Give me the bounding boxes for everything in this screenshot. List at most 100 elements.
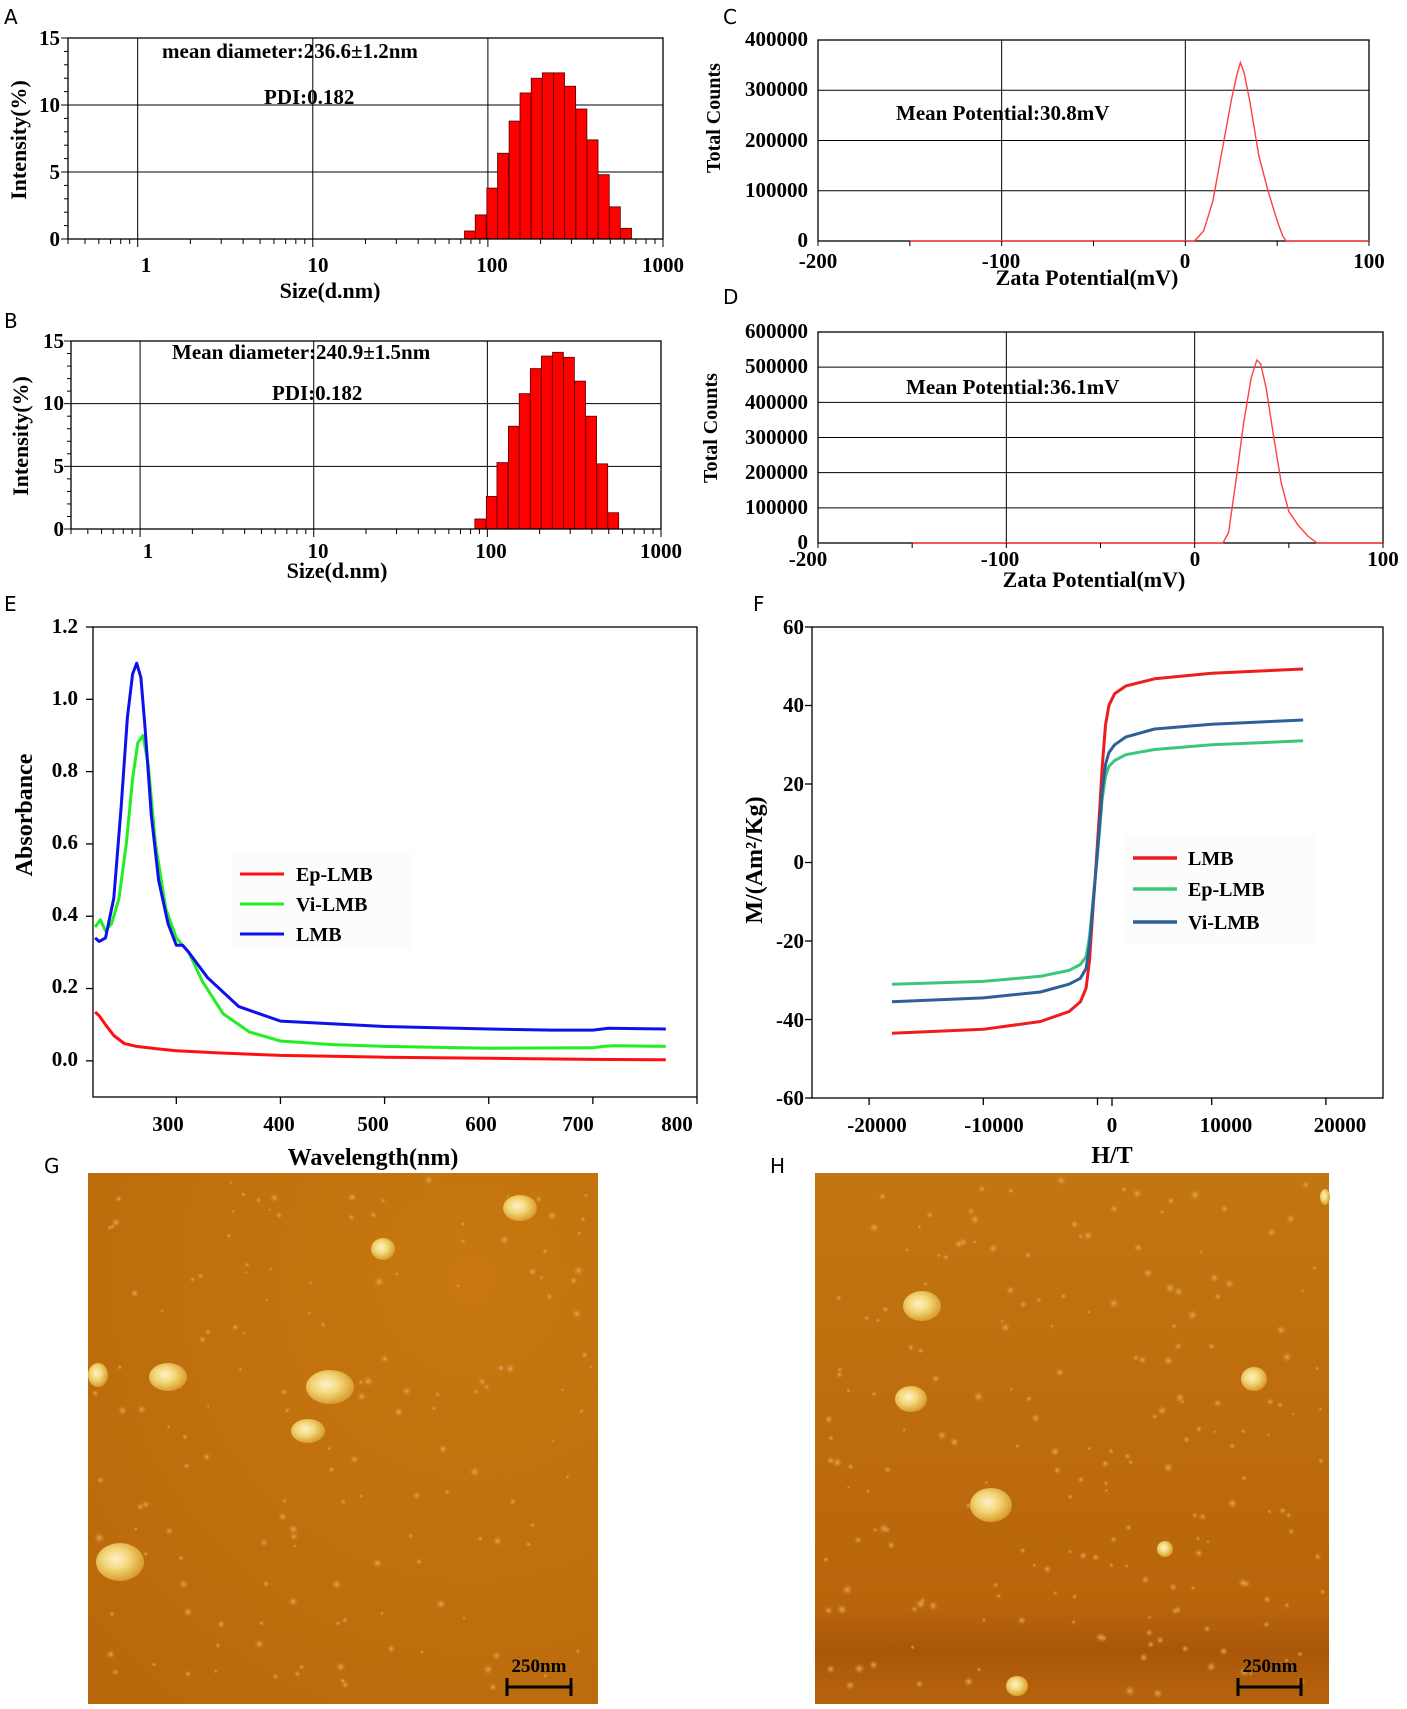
- afm-dot: [871, 1391, 876, 1397]
- afm-dot: [379, 1354, 390, 1364]
- afm-dot: [437, 1443, 449, 1455]
- afm-dot: [111, 1668, 120, 1676]
- afm-small-particles: [822, 1174, 1326, 1699]
- y-tick-label: 0.0: [52, 1047, 78, 1071]
- afm-dot: [228, 1180, 234, 1185]
- afm-dot: [136, 1404, 147, 1415]
- afm-dot: [181, 1433, 189, 1441]
- afm-dot: [1164, 1282, 1176, 1294]
- afm-dot: [1194, 1548, 1204, 1558]
- afm-dot: [1123, 1452, 1132, 1461]
- scale-bar-label: 250nm: [1243, 1656, 1298, 1677]
- afm-dot: [498, 1234, 511, 1246]
- afm-dot: [1296, 1650, 1304, 1658]
- afm-dot: [1124, 1685, 1136, 1697]
- afm-particle: [895, 1386, 927, 1412]
- histogram-bar: [620, 227, 632, 240]
- afm-dot: [96, 1476, 105, 1485]
- afm-dot: [881, 1305, 890, 1314]
- x-axis-label: H/T: [1091, 1143, 1132, 1169]
- afm-dot: [259, 1538, 269, 1548]
- afm-dot: [237, 1367, 244, 1373]
- afm-dot: [823, 1414, 834, 1425]
- afm-dot: [372, 1557, 383, 1569]
- y-tick-label: 40: [783, 693, 804, 717]
- afm-dot: [1287, 1527, 1296, 1536]
- y-axis-label: Total Counts: [700, 373, 722, 483]
- afm-dot: [1069, 1219, 1080, 1230]
- afm-dot: [1107, 1447, 1115, 1455]
- afm-dot: [1094, 1631, 1106, 1643]
- afm-dot: [1086, 1309, 1092, 1315]
- afm-dot: [231, 1322, 240, 1332]
- afm-dot: [976, 1666, 982, 1673]
- afm-dot: [824, 1605, 834, 1616]
- afm-dot: [401, 1385, 413, 1397]
- afm-dot: [1266, 1227, 1277, 1238]
- afm-dot: [461, 1615, 467, 1621]
- afm-dot: [853, 1535, 863, 1545]
- afm-dot: [189, 1276, 196, 1283]
- histogram-bar: [575, 108, 588, 240]
- afm-dot: [836, 1603, 848, 1616]
- annotation-mean-diameter: mean diameter:236.6±1.2nm: [162, 39, 418, 63]
- afm-dot: [1237, 1577, 1249, 1589]
- y-axis-label: Intensity(%): [6, 80, 31, 200]
- afm-dot: [872, 1527, 878, 1533]
- afm-small-particles: [91, 1174, 593, 1692]
- afm-dot: [1262, 1620, 1270, 1629]
- afm-dot: [1162, 1461, 1175, 1474]
- y-tick-label: 20: [783, 772, 804, 796]
- y-tick-label: 15: [43, 329, 64, 353]
- afm-dot: [538, 1274, 545, 1281]
- y-tick-label: 200000: [745, 460, 808, 484]
- afm-dot: [326, 1445, 332, 1452]
- y-axis-label: Absorbance: [12, 753, 38, 876]
- afm-dot: [925, 1210, 934, 1220]
- magnetization-chart-f: -20000 -10000 0 10000 20000 -60 -40 -20 …: [742, 615, 1384, 1169]
- afm-dot: [1076, 1475, 1085, 1484]
- afm-dot: [327, 1465, 336, 1474]
- afm-dot: [1262, 1595, 1272, 1604]
- x-tick-label: 100: [476, 253, 508, 277]
- x-tick-label: 0: [1180, 249, 1191, 273]
- histogram-bars: [464, 72, 632, 240]
- afm-dot: [883, 1465, 892, 1474]
- y-tick-label: 0: [798, 530, 809, 554]
- y-tick-label: 400000: [745, 27, 808, 51]
- afm-dot: [1078, 1551, 1088, 1561]
- afm-dot: [202, 1452, 212, 1462]
- afm-dot: [1191, 1512, 1198, 1519]
- uv-vis-absorbance-chart-e: 300 400 500 600 700 800 0.0 0.2 0.4 0.6 …: [12, 614, 698, 1171]
- afm-dot: [1067, 1493, 1074, 1501]
- afm-dot: [267, 1207, 273, 1212]
- histogram-bar: [497, 152, 509, 240]
- afm-dot: [206, 1404, 211, 1409]
- afm-dot: [1042, 1564, 1052, 1574]
- afm-dot: [386, 1644, 396, 1654]
- y-tick-label: 100000: [745, 495, 808, 519]
- afm-dot: [1133, 1242, 1144, 1253]
- y-tick-label: 0: [50, 227, 61, 251]
- afm-dot: [1179, 1399, 1185, 1405]
- y-tick-label: 200000: [745, 128, 808, 152]
- afm-dot: [307, 1310, 312, 1316]
- y-tick-label: 100000: [745, 178, 808, 202]
- annotation-mean-diameter: Mean diameter:240.9±1.5nm: [172, 340, 431, 364]
- afm-dot: [330, 1578, 343, 1591]
- afm-dot: [434, 1391, 441, 1398]
- x-tick-label: 10: [308, 253, 329, 277]
- afm-dot: [356, 1391, 367, 1402]
- x-tick-label: 800: [661, 1112, 693, 1136]
- afm-dot: [240, 1191, 247, 1198]
- afm-dot: [1142, 1267, 1154, 1279]
- histogram-bar: [597, 174, 610, 240]
- afm-dot: [1104, 1488, 1109, 1493]
- afm-dot: [1082, 1229, 1094, 1242]
- afm-dot: [1190, 1585, 1196, 1591]
- afm-particle: [306, 1370, 354, 1404]
- histogram-bar: [485, 496, 498, 530]
- afm-dot: [1314, 1365, 1320, 1371]
- afm-dot: [1159, 1209, 1165, 1215]
- afm-dot: [1319, 1588, 1326, 1596]
